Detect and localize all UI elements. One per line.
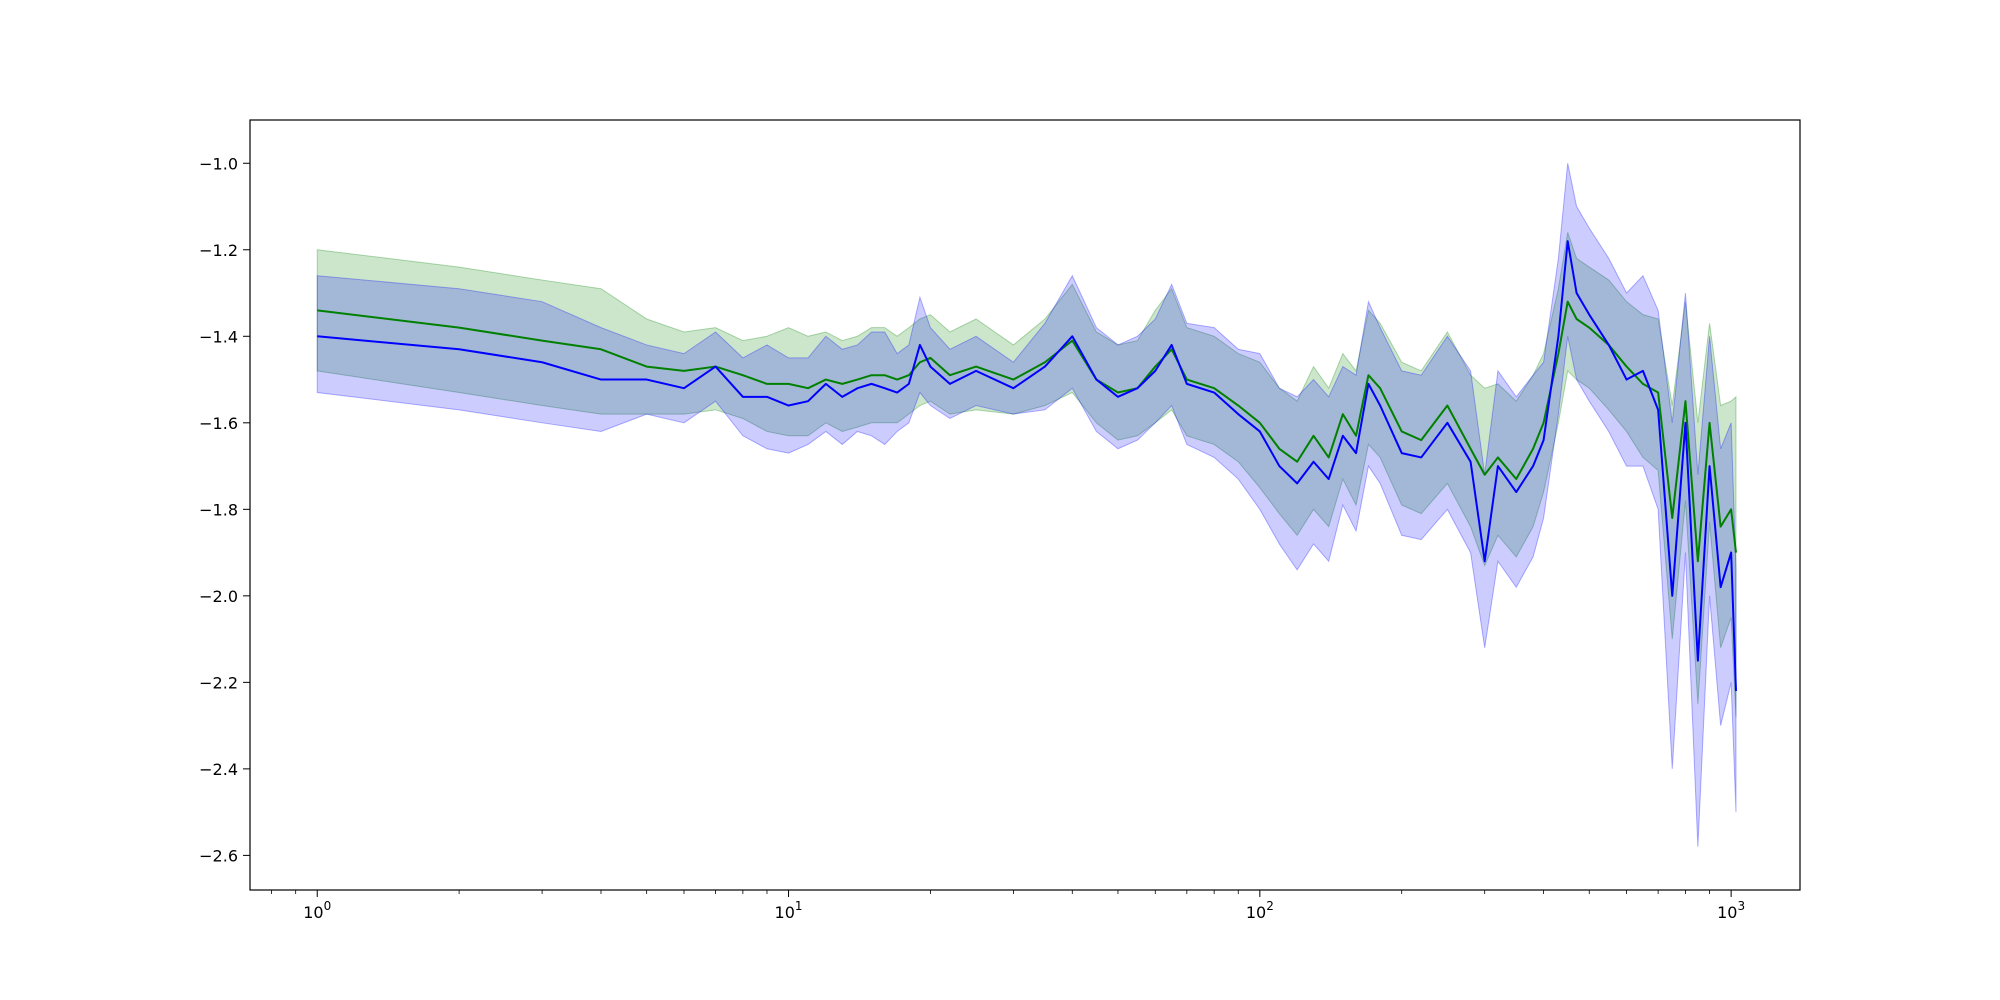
x-tick-label: 102 — [1246, 899, 1274, 922]
y-tick-label: −1.8 — [199, 500, 238, 519]
y-tick-label: −2.6 — [199, 846, 238, 865]
y-tick-label: −1.2 — [199, 241, 238, 260]
plot-frame — [249, 119, 1801, 891]
y-tick-label: −2.4 — [199, 760, 238, 779]
y-tick-label: −2.2 — [199, 673, 238, 692]
x-tick-label: 100 — [303, 899, 331, 922]
x-tick-label: 103 — [1717, 899, 1745, 922]
series-0-band — [316, 232, 1737, 717]
x-tick-label: 101 — [775, 899, 803, 922]
y-tick-label: −1.4 — [199, 327, 238, 346]
y-axis: −1.0 −1.2 −1.4 −1.6 −1.8 −2.0 −2.2 −2.4 −2.6 — [199, 154, 250, 865]
series-0-line — [317, 300, 1737, 563]
series-1-line — [317, 240, 1737, 692]
y-tick-label: −2.0 — [199, 587, 238, 606]
series-1-band — [316, 163, 1737, 847]
series-lines — [317, 240, 1737, 692]
confidence-bands — [316, 163, 1737, 847]
y-tick-label: −1.6 — [199, 414, 238, 433]
y-tick-label: −1.0 — [199, 154, 238, 173]
x-axis: 100 101 102 103 — [271, 890, 1745, 922]
